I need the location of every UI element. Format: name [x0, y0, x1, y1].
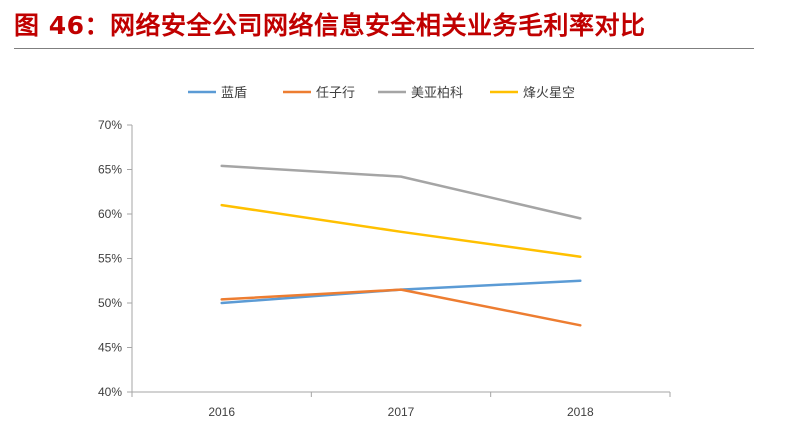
x-tick-label: 2018 [567, 405, 594, 419]
chart-series [220, 164, 582, 327]
series-line-0 [220, 279, 582, 305]
x-tick-label: 2017 [388, 405, 415, 419]
figure-title: 图 46：网络安全公司网络信息安全相关业务毛利率对比 [14, 11, 646, 40]
y-axis-ticks: 40% 45% 50% 55% 60% 65% 70% [98, 118, 132, 399]
chart-legend: 蓝盾 任子行 美亚柏科 烽火星空 [188, 86, 575, 101]
y-tick-label: 60% [98, 207, 122, 221]
legend-label-0: 蓝盾 [221, 86, 247, 101]
x-axis-ticks: 2016 2017 2018 [131, 392, 671, 419]
y-tick-label: 50% [98, 296, 122, 310]
y-tick-label: 65% [98, 163, 122, 177]
y-tick-label: 70% [98, 118, 122, 132]
series-line-2 [220, 164, 582, 220]
chart-axes [131, 125, 670, 393]
y-tick-label: 45% [98, 341, 122, 355]
series-line-1 [220, 288, 582, 327]
x-tick-label: 2016 [208, 405, 235, 419]
legend-label-3: 烽火星空 [523, 86, 575, 101]
legend-label-1: 任子行 [316, 86, 355, 101]
y-tick-label: 40% [98, 385, 122, 399]
title-divider [14, 48, 754, 49]
legend-label-2: 美亚柏科 [411, 86, 463, 101]
series-line-3 [220, 203, 582, 258]
y-tick-label: 55% [98, 252, 122, 266]
